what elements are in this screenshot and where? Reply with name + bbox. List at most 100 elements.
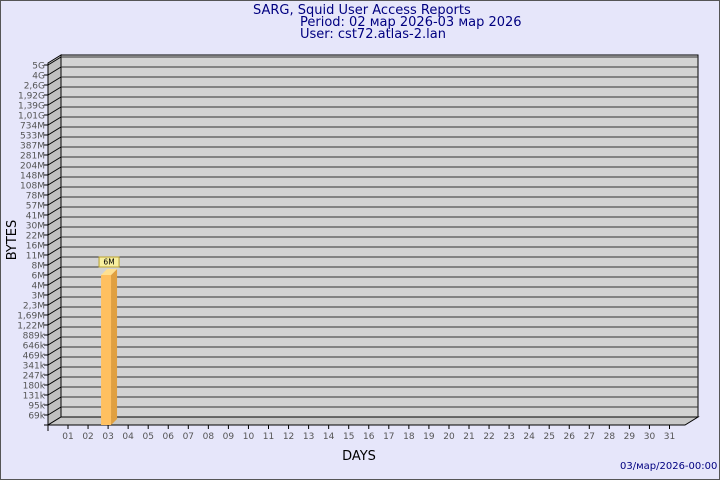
side-gridline bbox=[47, 356, 62, 366]
y-tick-label: 1,22M bbox=[17, 322, 45, 332]
y-tick-label: 8M bbox=[32, 262, 46, 272]
y-tick-label: 469k bbox=[23, 352, 46, 362]
back-wall bbox=[60, 54, 699, 418]
side-gridline bbox=[47, 116, 62, 126]
bar-side-02 bbox=[111, 269, 118, 425]
x-tick-label: 08 bbox=[203, 432, 215, 442]
x-tick-label: 02 bbox=[82, 432, 93, 442]
y-tick-label: 5G bbox=[32, 62, 45, 72]
y-tick-label: 889k bbox=[23, 332, 46, 342]
x-tick-label: 27 bbox=[584, 432, 595, 442]
y-tick-label: 11M bbox=[26, 252, 45, 262]
chart-period: Period: 02 мар 2026-03 мар 2026 bbox=[300, 15, 522, 30]
y-tick-label: 1,92G bbox=[18, 92, 45, 102]
side-gridline bbox=[47, 226, 62, 236]
x-tick-label: 26 bbox=[564, 432, 576, 442]
y-tick-label: 646k bbox=[23, 342, 46, 352]
y-tick-label: 533M bbox=[20, 132, 45, 142]
y-tick-label: 2,3M bbox=[23, 302, 45, 312]
side-gridline bbox=[47, 146, 62, 156]
y-tick-label: 341k bbox=[23, 362, 46, 372]
data-label-box bbox=[98, 256, 120, 268]
y-tick-label: 1,39G bbox=[18, 102, 45, 112]
side-gridline bbox=[47, 86, 62, 96]
side-gridline bbox=[47, 166, 62, 176]
side-gridline bbox=[47, 56, 62, 66]
x-tick-label: 09 bbox=[223, 432, 235, 442]
side-gridline bbox=[47, 286, 62, 296]
side-gridline bbox=[47, 336, 62, 346]
y-tick-label: 2,6G bbox=[24, 82, 45, 92]
y-tick-label: 3M bbox=[32, 292, 46, 302]
chart-user: User: cst72.atlas-2.lan bbox=[300, 27, 446, 42]
side-gridline bbox=[47, 256, 62, 266]
side-gridline bbox=[47, 136, 62, 146]
y-tick-label: 148M bbox=[20, 172, 45, 182]
x-tick-label: 07 bbox=[183, 432, 194, 442]
y-tick-label: 78M bbox=[26, 192, 45, 202]
side-gridline bbox=[47, 66, 62, 76]
side-gridline bbox=[47, 396, 62, 406]
y-tick-label: 387M bbox=[20, 142, 45, 152]
chart-title: SARG, Squid User Access Reports bbox=[253, 3, 471, 18]
side-gridline bbox=[47, 176, 62, 186]
side-gridline bbox=[47, 376, 62, 386]
side-gridline bbox=[47, 76, 62, 86]
y-tick-label: 22M bbox=[26, 232, 45, 242]
side-gridline bbox=[47, 156, 62, 166]
x-tick-label: 15 bbox=[343, 432, 354, 442]
x-tick-label: 12 bbox=[283, 432, 294, 442]
side-gridline bbox=[47, 276, 62, 286]
y-tick-label: 131k bbox=[23, 392, 46, 402]
x-tick-label: 03 bbox=[102, 432, 113, 442]
side-gridline bbox=[47, 296, 62, 306]
x-tick-label: 23 bbox=[503, 432, 514, 442]
side-gridline bbox=[47, 216, 62, 226]
side-gridline bbox=[47, 366, 62, 376]
side-gridline bbox=[47, 306, 62, 316]
x-tick-label: 21 bbox=[463, 432, 474, 442]
y-tick-label: 1,69M bbox=[17, 312, 45, 322]
y-tick-label: 108M bbox=[20, 182, 45, 192]
y-tick-label: 247k bbox=[23, 372, 46, 382]
x-axis-label: DAYS bbox=[342, 449, 376, 464]
side-gridline bbox=[47, 206, 62, 216]
x-tick-label: 16 bbox=[363, 432, 375, 442]
x-tick-label: 25 bbox=[543, 432, 554, 442]
x-tick-label: 05 bbox=[142, 432, 153, 442]
y-axis-label: BYTES bbox=[5, 220, 20, 261]
y-tick-label: 30M bbox=[26, 222, 45, 232]
side-gridline bbox=[47, 326, 62, 336]
x-tick-label: 20 bbox=[443, 432, 455, 442]
side-gridline bbox=[47, 346, 62, 356]
report-timestamp: 03/мар/2026-00:00 bbox=[620, 461, 718, 472]
x-tick-label: 06 bbox=[163, 432, 175, 442]
x-tick-label: 29 bbox=[624, 432, 636, 442]
y-tick-label: 41M bbox=[26, 212, 45, 222]
y-tick-label: 95k bbox=[28, 402, 45, 412]
y-tick-label: 4G bbox=[32, 72, 45, 82]
side-gridline bbox=[47, 186, 62, 196]
x-tick-label: 30 bbox=[644, 432, 656, 442]
side-gridline bbox=[47, 316, 62, 326]
floor bbox=[46, 416, 700, 426]
x-tick-label: 31 bbox=[664, 432, 675, 442]
side-gridline bbox=[47, 96, 62, 106]
x-tick-label: 14 bbox=[323, 432, 335, 442]
side-gridline bbox=[47, 196, 62, 206]
x-tick-label: 10 bbox=[243, 432, 255, 442]
y-tick-label: 4M bbox=[32, 282, 46, 292]
x-tick-label: 18 bbox=[403, 432, 415, 442]
bar-02 bbox=[101, 275, 112, 425]
x-tick-label: 17 bbox=[383, 432, 394, 442]
x-tick-label: 28 bbox=[604, 432, 616, 442]
x-tick-label: 04 bbox=[122, 432, 134, 442]
y-tick-label: 1,01G bbox=[18, 112, 45, 122]
x-tick-label: 11 bbox=[263, 432, 274, 442]
x-tick-label: 24 bbox=[523, 432, 535, 442]
side-gridline bbox=[47, 246, 62, 256]
y-tick-label: 57M bbox=[26, 202, 45, 212]
x-tick-label: 01 bbox=[62, 432, 73, 442]
side-gridline bbox=[47, 126, 62, 136]
